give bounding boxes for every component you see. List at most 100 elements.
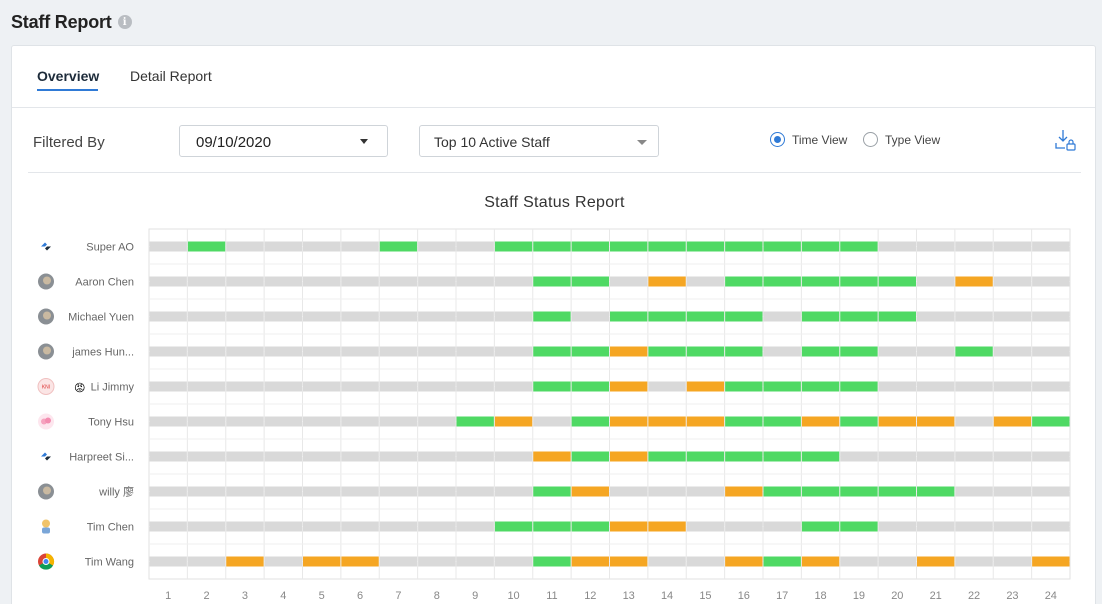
status-bar-segment: [149, 276, 187, 287]
status-bar-segment: [571, 276, 609, 287]
status-bar-segment: [533, 451, 571, 462]
status-bar-segment: [917, 381, 955, 392]
x-tick-label: 19: [853, 590, 865, 602]
status-bar-segment: [610, 276, 648, 287]
status-bar-segment: [418, 381, 456, 392]
status-bar-segment: [955, 521, 993, 532]
status-bar-segment: [993, 276, 1032, 287]
status-bar-segment: [763, 486, 801, 497]
status-bar-segment: [686, 241, 725, 252]
status-bar-segment: [840, 416, 878, 427]
status-bar-segment: [456, 521, 494, 532]
status-bar-segment: [571, 241, 609, 252]
staff-name-label: james Hun...: [71, 347, 134, 359]
staff-name-label: Harpreet Si...: [69, 452, 134, 464]
info-icon[interactable]: i: [117, 15, 132, 29]
status-bar-segment: [917, 416, 955, 427]
status-bar-segment: [226, 311, 264, 322]
status-bar-segment: [878, 346, 916, 357]
status-bar-segment: [993, 521, 1032, 532]
staff-name-label: Michael Yuen: [68, 312, 134, 324]
status-bar-segment: [917, 276, 955, 287]
staff-name-label: Tony Hsu: [88, 417, 134, 429]
status-bar-segment: [648, 311, 686, 322]
status-bar-segment: [840, 311, 878, 322]
x-tick-label: 2: [204, 590, 210, 602]
status-bar-segment: [264, 276, 302, 287]
status-bar-segment: [878, 311, 916, 322]
status-bar-segment: [533, 556, 571, 567]
status-bar-segment: [187, 241, 226, 252]
status-bar-segment: [725, 241, 763, 252]
status-bar-segment: [533, 241, 571, 252]
logo-avatar-icon: [45, 246, 51, 251]
status-bar-segment: [494, 556, 533, 567]
status-bar-segment: [533, 346, 571, 357]
status-bar-segment: [878, 416, 916, 427]
type-view-label: Type View: [885, 132, 941, 147]
user-avatar-face: [43, 311, 51, 320]
status-bar-segment: [379, 486, 418, 497]
tab-active-indicator: [37, 89, 98, 91]
status-bar-segment: [840, 451, 878, 462]
status-bar-segment: [878, 451, 916, 462]
user-avatar-face: [43, 346, 51, 355]
status-bar-segment: [264, 381, 302, 392]
status-bar-segment: [725, 556, 763, 567]
status-bar-segment: [993, 556, 1032, 567]
status-bar-segment: [533, 276, 571, 287]
logo-avatar-icon: [45, 456, 51, 461]
status-bar-segment: [571, 451, 609, 462]
status-bar-segment: [341, 416, 379, 427]
status-bar-segment: [187, 451, 226, 462]
status-bar-segment: [610, 556, 648, 567]
radio-unchecked-icon[interactable]: [863, 132, 878, 147]
status-bar-segment: [648, 346, 686, 357]
status-bar-segment: [763, 276, 801, 287]
status-bar-segment: [303, 311, 341, 322]
status-bar-segment: [878, 556, 916, 567]
status-bar-segment: [418, 346, 456, 357]
status-bar-segment: [1032, 241, 1070, 252]
status-bar-segment: [955, 276, 993, 287]
status-bar-segment: [993, 451, 1032, 462]
download-lock-icon[interactable]: [1055, 129, 1077, 151]
status-bar-segment: [379, 521, 418, 532]
filter-label: Filtered By: [33, 134, 105, 151]
tab-detail-report[interactable]: Detail Report: [130, 68, 212, 84]
status-bar-segment: [149, 381, 187, 392]
status-bar-segment: [801, 346, 840, 357]
status-bar-segment: [725, 416, 763, 427]
x-tick-label: 5: [319, 590, 325, 602]
status-bar-segment: [955, 416, 993, 427]
date-select[interactable]: 09/10/2020: [179, 125, 388, 157]
status-bar-segment: [149, 311, 187, 322]
status-bar-segment: [456, 451, 494, 462]
x-tick-label: 17: [776, 590, 788, 602]
status-bar-segment: [763, 556, 801, 567]
radio-checked-icon[interactable]: [770, 132, 785, 147]
status-bar-segment: [456, 346, 494, 357]
status-bar-segment: [801, 486, 840, 497]
type-view-radio[interactable]: Type View: [863, 132, 940, 147]
status-bar-segment: [1032, 556, 1070, 567]
report-card: Overview Detail Report Filtered By 09/10…: [11, 45, 1096, 604]
status-bar-segment: [264, 556, 302, 567]
status-bar-segment: [264, 451, 302, 462]
status-bar-segment: [955, 311, 993, 322]
time-view-radio[interactable]: Time View: [770, 132, 847, 147]
staff-select[interactable]: Top 10 Active Staff: [419, 125, 659, 157]
status-bar-segment: [648, 241, 686, 252]
status-bar-segment: [917, 241, 955, 252]
status-bar-segment: [226, 451, 264, 462]
status-bar-segment: [610, 346, 648, 357]
status-bar-segment: [725, 346, 763, 357]
status-bar-segment: [1032, 311, 1070, 322]
user-avatar-face: [43, 486, 51, 495]
status-bar-segment: [341, 346, 379, 357]
status-bar-segment: [341, 241, 379, 252]
status-bar-segment: [648, 556, 686, 567]
tab-overview[interactable]: Overview: [37, 68, 100, 84]
status-bar-segment: [686, 521, 725, 532]
status-bar-segment: [571, 311, 609, 322]
